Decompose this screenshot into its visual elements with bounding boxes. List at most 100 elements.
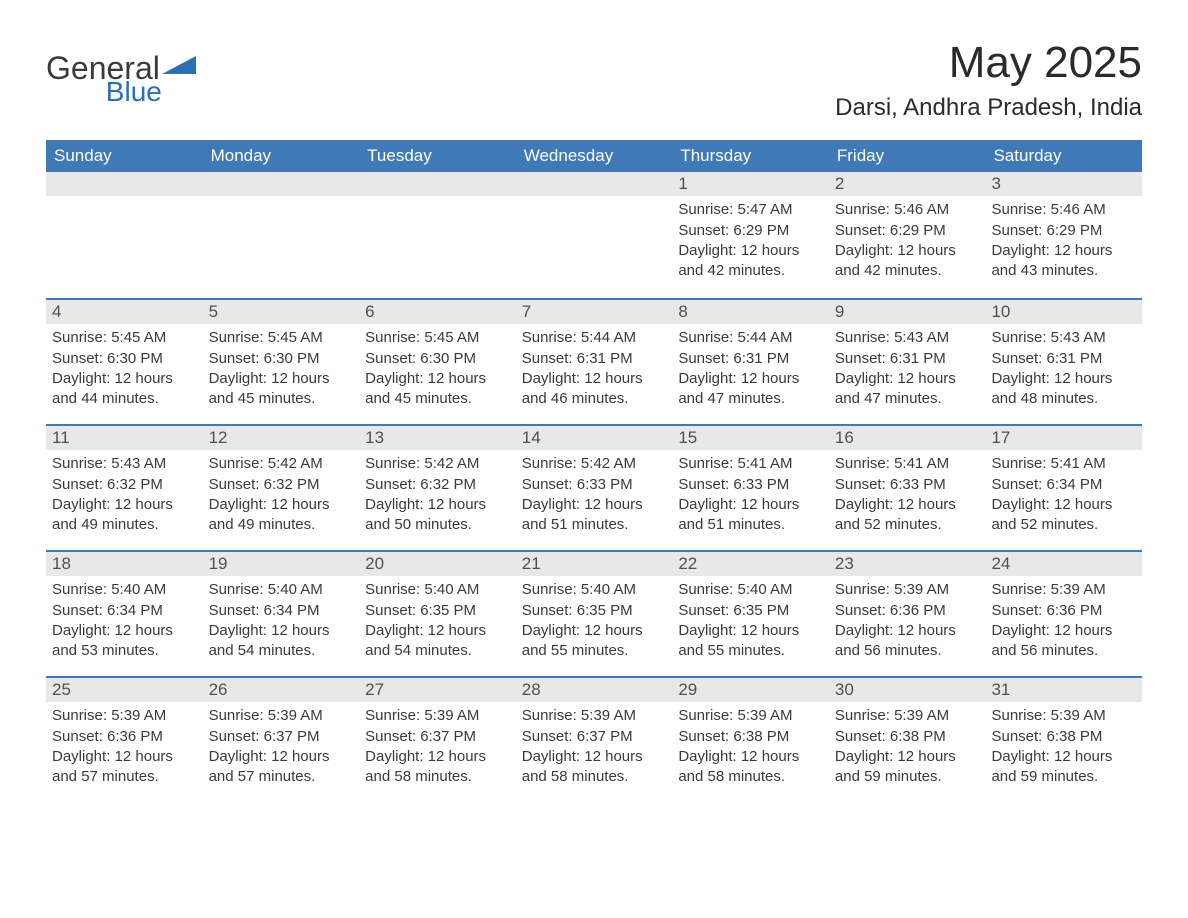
day-cell [203,172,360,298]
day-daylight1-text: Daylight: 12 hours [835,369,980,389]
day-body: Sunrise: 5:45 AMSunset: 6:30 PMDaylight:… [203,324,360,423]
day-cell: 27Sunrise: 5:39 AMSunset: 6:37 PMDayligh… [359,678,516,802]
day-cell: 20Sunrise: 5:40 AMSunset: 6:35 PMDayligh… [359,552,516,676]
day-sunset-text: Sunset: 6:38 PM [991,727,1136,747]
day-cell: 6Sunrise: 5:45 AMSunset: 6:30 PMDaylight… [359,300,516,424]
day-body [46,196,203,214]
day-body: Sunrise: 5:39 AMSunset: 6:37 PMDaylight:… [516,702,673,801]
day-number: 5 [203,300,360,324]
day-sunset-text: Sunset: 6:30 PM [52,349,197,369]
location-subtitle: Darsi, Andhra Pradesh, India [835,94,1142,122]
day-daylight2-text: and 42 minutes. [835,261,980,281]
day-number: 31 [985,678,1142,702]
day-cell: 7Sunrise: 5:44 AMSunset: 6:31 PMDaylight… [516,300,673,424]
day-daylight2-text: and 45 minutes. [209,389,354,409]
day-sunset-text: Sunset: 6:35 PM [365,601,510,621]
day-daylight1-text: Daylight: 12 hours [365,495,510,515]
day-daylight1-text: Daylight: 12 hours [209,621,354,641]
day-number: 13 [359,426,516,450]
day-sunset-text: Sunset: 6:37 PM [365,727,510,747]
day-cell [516,172,673,298]
weekday-header: Tuesday [359,140,516,172]
day-sunrise-text: Sunrise: 5:44 AM [678,328,823,348]
day-body: Sunrise: 5:44 AMSunset: 6:31 PMDaylight:… [672,324,829,423]
day-body: Sunrise: 5:39 AMSunset: 6:36 PMDaylight:… [829,576,986,675]
day-sunset-text: Sunset: 6:29 PM [678,221,823,241]
day-sunrise-text: Sunrise: 5:39 AM [209,706,354,726]
day-number: 12 [203,426,360,450]
day-cell: 23Sunrise: 5:39 AMSunset: 6:36 PMDayligh… [829,552,986,676]
day-daylight2-text: and 50 minutes. [365,515,510,535]
weekday-header: Friday [829,140,986,172]
day-daylight2-text: and 47 minutes. [678,389,823,409]
day-daylight2-text: and 55 minutes. [678,641,823,661]
day-body: Sunrise: 5:39 AMSunset: 6:36 PMDaylight:… [46,702,203,801]
day-sunrise-text: Sunrise: 5:41 AM [678,454,823,474]
day-number: 10 [985,300,1142,324]
day-body: Sunrise: 5:43 AMSunset: 6:31 PMDaylight:… [829,324,986,423]
day-cell: 2Sunrise: 5:46 AMSunset: 6:29 PMDaylight… [829,172,986,298]
day-cell: 5Sunrise: 5:45 AMSunset: 6:30 PMDaylight… [203,300,360,424]
day-sunrise-text: Sunrise: 5:39 AM [991,580,1136,600]
day-daylight1-text: Daylight: 12 hours [522,495,667,515]
day-sunset-text: Sunset: 6:32 PM [209,475,354,495]
day-sunset-text: Sunset: 6:38 PM [678,727,823,747]
weekday-header: Thursday [672,140,829,172]
day-sunset-text: Sunset: 6:31 PM [678,349,823,369]
day-body: Sunrise: 5:40 AMSunset: 6:35 PMDaylight:… [359,576,516,675]
day-body: Sunrise: 5:42 AMSunset: 6:33 PMDaylight:… [516,450,673,549]
day-sunset-text: Sunset: 6:29 PM [991,221,1136,241]
day-daylight1-text: Daylight: 12 hours [678,241,823,261]
day-cell: 25Sunrise: 5:39 AMSunset: 6:36 PMDayligh… [46,678,203,802]
day-sunrise-text: Sunrise: 5:40 AM [365,580,510,600]
day-number [516,172,673,196]
day-sunrise-text: Sunrise: 5:41 AM [835,454,980,474]
day-sunrise-text: Sunrise: 5:40 AM [52,580,197,600]
day-number: 27 [359,678,516,702]
day-daylight1-text: Daylight: 12 hours [52,495,197,515]
day-cell: 15Sunrise: 5:41 AMSunset: 6:33 PMDayligh… [672,426,829,550]
day-cell: 17Sunrise: 5:41 AMSunset: 6:34 PMDayligh… [985,426,1142,550]
day-number: 17 [985,426,1142,450]
day-number: 4 [46,300,203,324]
day-body: Sunrise: 5:40 AMSunset: 6:35 PMDaylight:… [516,576,673,675]
day-daylight2-text: and 47 minutes. [835,389,980,409]
day-cell: 31Sunrise: 5:39 AMSunset: 6:38 PMDayligh… [985,678,1142,802]
day-daylight1-text: Daylight: 12 hours [365,621,510,641]
day-body: Sunrise: 5:43 AMSunset: 6:31 PMDaylight:… [985,324,1142,423]
day-number: 14 [516,426,673,450]
day-daylight1-text: Daylight: 12 hours [52,621,197,641]
day-daylight1-text: Daylight: 12 hours [678,369,823,389]
week-row: 18Sunrise: 5:40 AMSunset: 6:34 PMDayligh… [46,550,1142,676]
day-body: Sunrise: 5:39 AMSunset: 6:37 PMDaylight:… [359,702,516,801]
day-daylight2-text: and 56 minutes. [835,641,980,661]
day-daylight1-text: Daylight: 12 hours [52,747,197,767]
day-daylight1-text: Daylight: 12 hours [209,369,354,389]
weekday-header: Sunday [46,140,203,172]
day-body: Sunrise: 5:42 AMSunset: 6:32 PMDaylight:… [203,450,360,549]
day-daylight2-text: and 54 minutes. [209,641,354,661]
day-sunset-text: Sunset: 6:30 PM [365,349,510,369]
page-header: General Blue May 2025 Darsi, Andhra Prad… [46,38,1142,122]
day-daylight1-text: Daylight: 12 hours [209,495,354,515]
day-daylight2-text: and 52 minutes. [991,515,1136,535]
day-daylight2-text: and 51 minutes. [522,515,667,535]
day-daylight1-text: Daylight: 12 hours [365,369,510,389]
day-daylight2-text: and 54 minutes. [365,641,510,661]
day-sunset-text: Sunset: 6:34 PM [991,475,1136,495]
title-block: May 2025 Darsi, Andhra Pradesh, India [835,38,1142,122]
brand-logo-text: General Blue [46,52,160,106]
day-sunset-text: Sunset: 6:37 PM [209,727,354,747]
weeks-container: 1Sunrise: 5:47 AMSunset: 6:29 PMDaylight… [46,172,1142,802]
brand-logo: General Blue [46,38,202,106]
day-body: Sunrise: 5:39 AMSunset: 6:38 PMDaylight:… [672,702,829,801]
day-daylight2-text: and 59 minutes. [991,767,1136,787]
day-sunrise-text: Sunrise: 5:42 AM [522,454,667,474]
day-body: Sunrise: 5:45 AMSunset: 6:30 PMDaylight:… [46,324,203,423]
day-sunset-text: Sunset: 6:34 PM [52,601,197,621]
day-sunset-text: Sunset: 6:32 PM [52,475,197,495]
day-daylight1-text: Daylight: 12 hours [991,747,1136,767]
day-sunset-text: Sunset: 6:36 PM [835,601,980,621]
day-sunrise-text: Sunrise: 5:46 AM [991,200,1136,220]
day-cell: 3Sunrise: 5:46 AMSunset: 6:29 PMDaylight… [985,172,1142,298]
